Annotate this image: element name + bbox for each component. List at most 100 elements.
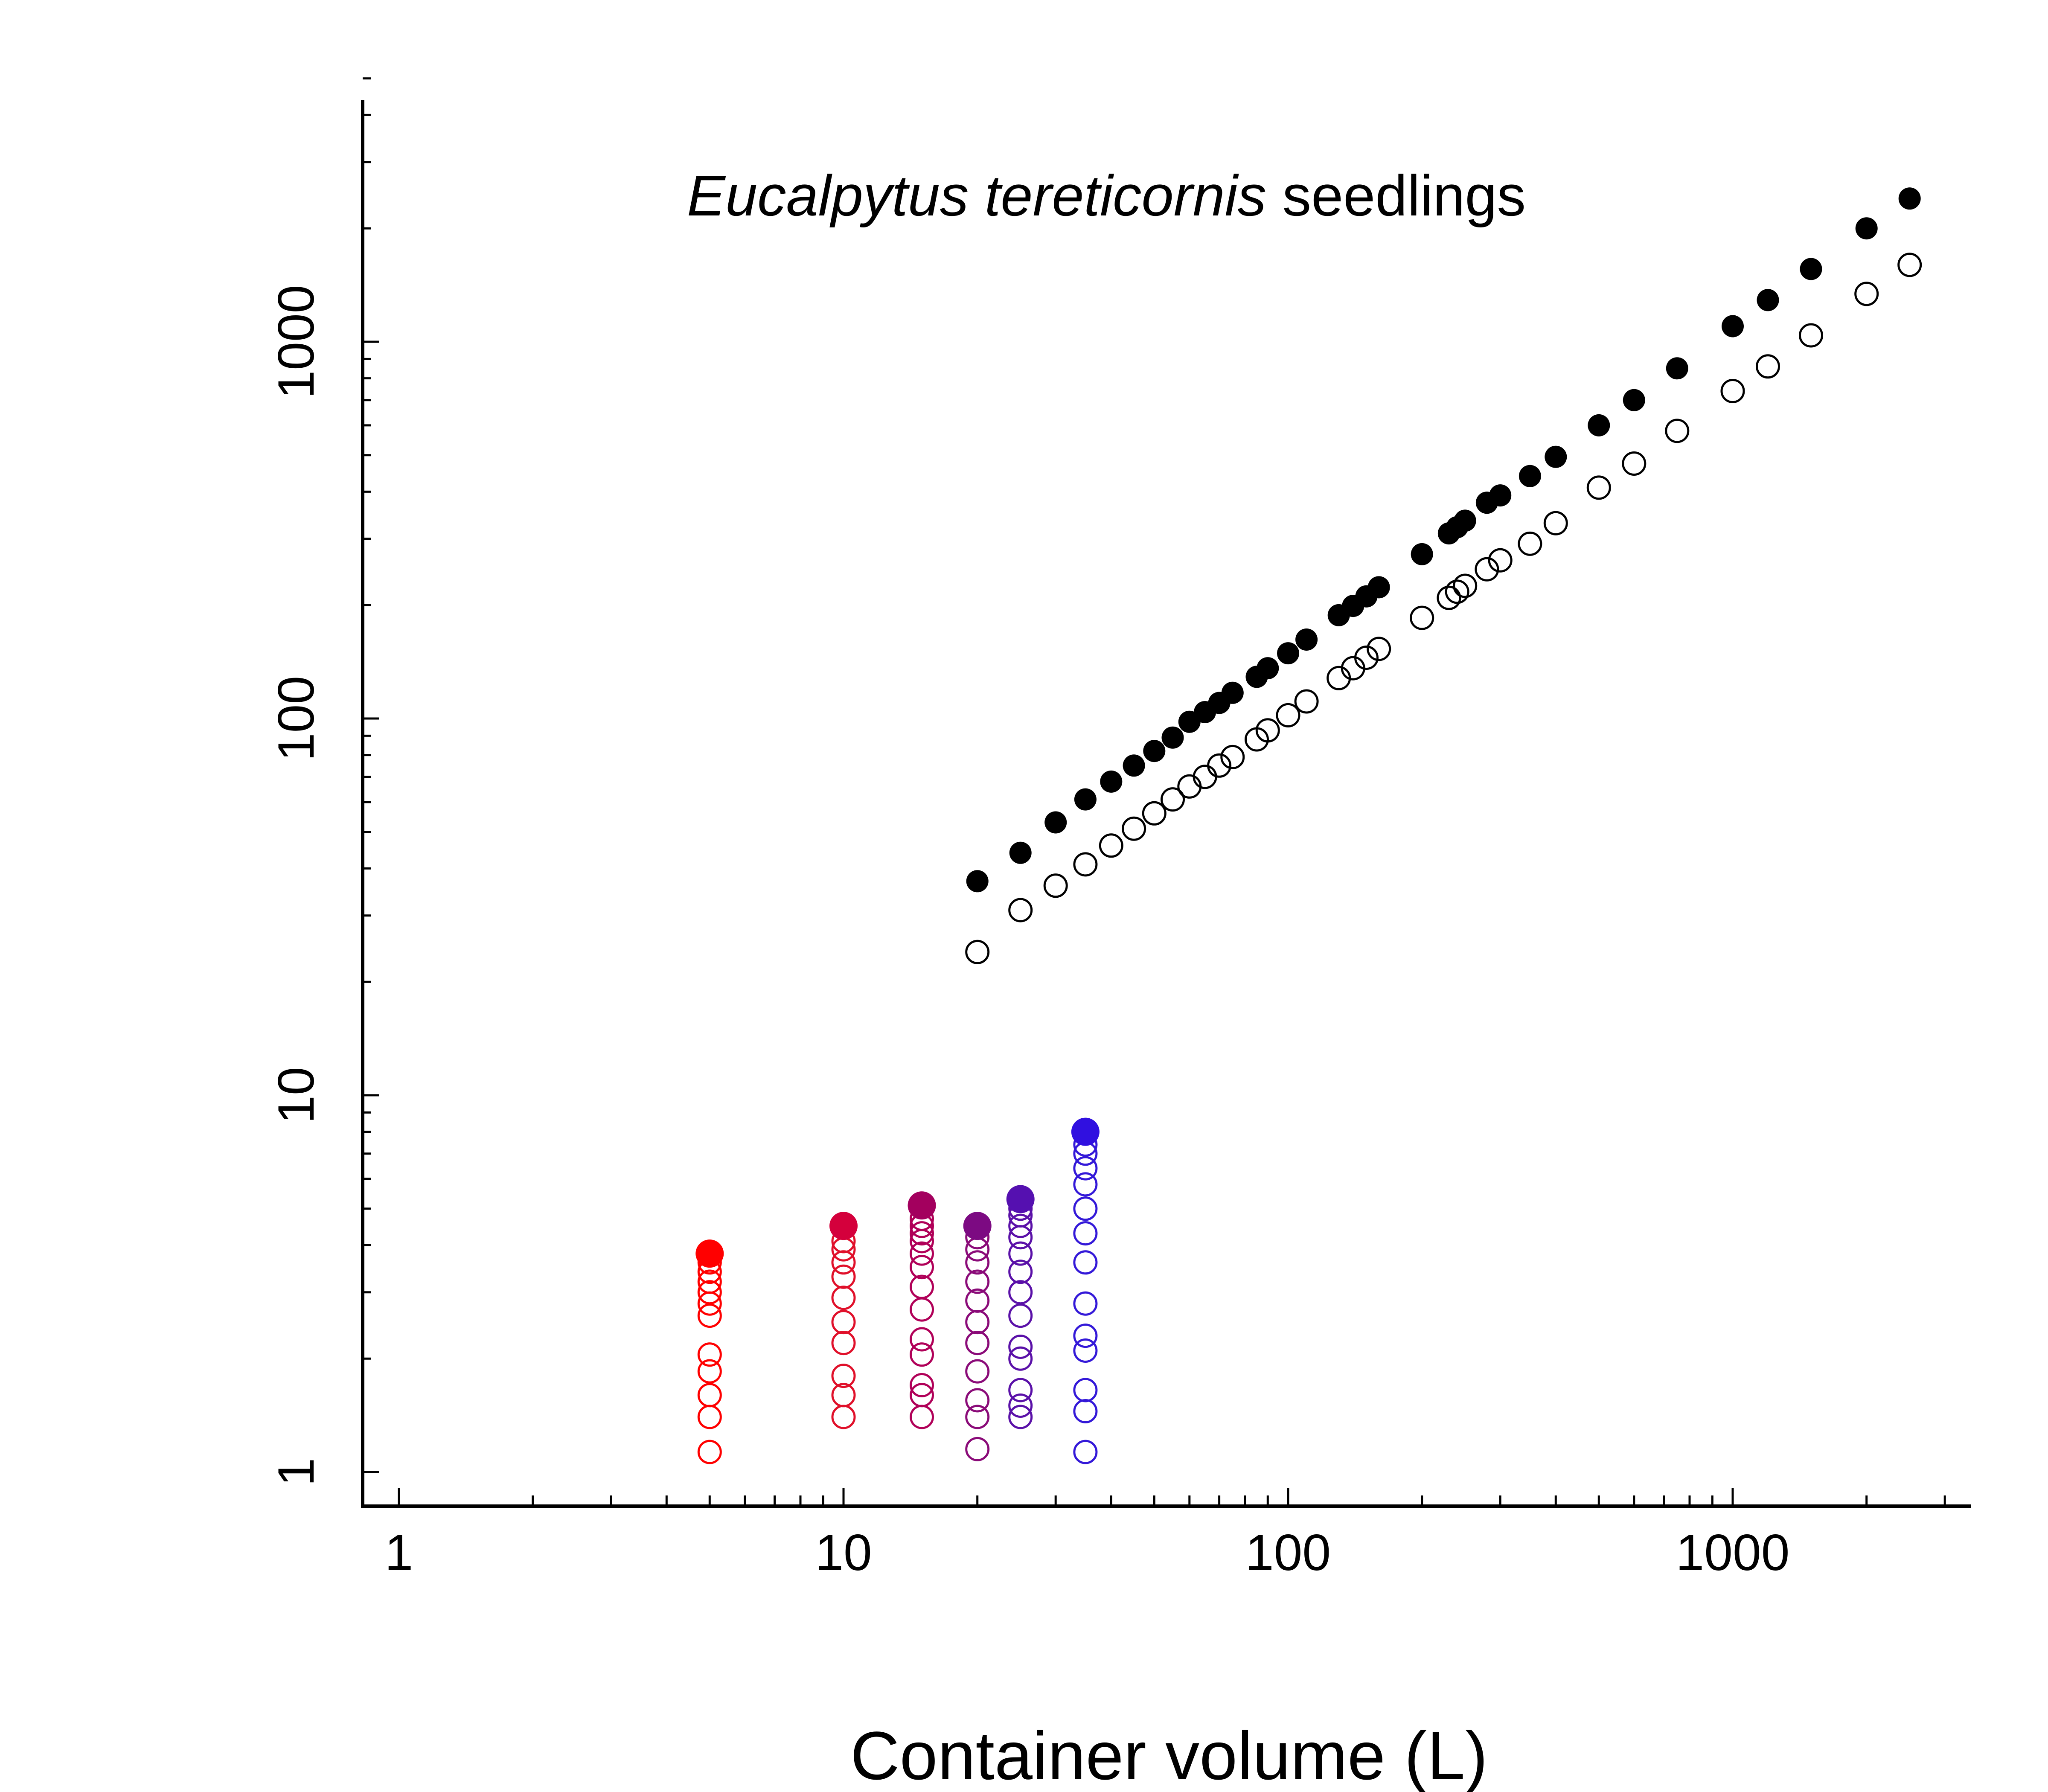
filled-point xyxy=(695,1239,724,1268)
filled-point xyxy=(1454,509,1476,532)
open-point xyxy=(1177,774,1202,799)
open-point xyxy=(1008,1241,1033,1266)
open-point xyxy=(965,940,990,964)
open-point xyxy=(1008,1378,1033,1402)
open-point xyxy=(1008,1213,1033,1238)
open-point xyxy=(1543,511,1568,535)
chart-title-rest: seedlings xyxy=(1266,163,1526,228)
y-tick-label: 10 xyxy=(268,1067,325,1123)
filled-point xyxy=(1489,484,1512,507)
open-point xyxy=(965,1310,990,1335)
filled-point xyxy=(1295,628,1318,651)
open-point xyxy=(1073,1440,1098,1464)
open-point xyxy=(965,1250,990,1275)
open-point xyxy=(1193,765,1217,789)
chart-title-italic: Eucalpytus tereticornis xyxy=(687,163,1266,228)
filled-point xyxy=(1588,414,1610,436)
open-point xyxy=(1367,637,1391,661)
open-point xyxy=(831,1250,856,1275)
open-point xyxy=(1453,573,1478,598)
open-point xyxy=(1008,1405,1033,1429)
open-point xyxy=(1410,605,1434,630)
filled-point xyxy=(1855,217,1878,240)
filled-point xyxy=(1898,187,1921,210)
open-point xyxy=(1008,1335,1033,1359)
filled-point xyxy=(1221,681,1244,704)
open-point xyxy=(1008,1260,1033,1284)
open-point xyxy=(697,1280,722,1305)
open-point xyxy=(910,1405,934,1429)
open-point xyxy=(697,1303,722,1328)
y-tick-label: 1 xyxy=(268,1458,325,1487)
open-point xyxy=(1720,379,1745,403)
filled-point xyxy=(966,870,989,893)
open-point xyxy=(697,1342,722,1367)
filled-point xyxy=(1757,289,1779,311)
open-point xyxy=(910,1241,934,1266)
open-point xyxy=(1073,1196,1098,1221)
y-tick-label: 1000 xyxy=(268,285,325,399)
filled-point xyxy=(1666,357,1688,380)
open-point xyxy=(910,1327,934,1352)
open-point xyxy=(1854,282,1879,306)
x-tick-label: 100 xyxy=(1245,1524,1331,1581)
open-point xyxy=(1008,1346,1033,1371)
open-point xyxy=(1665,419,1690,443)
open-point xyxy=(831,1310,856,1335)
filled-point xyxy=(1123,754,1145,777)
open-point xyxy=(1008,898,1033,922)
x-tick-label: 10 xyxy=(815,1524,872,1581)
open-point xyxy=(1073,1221,1098,1246)
filled-point xyxy=(1623,389,1645,411)
open-point xyxy=(831,1405,856,1429)
open-point xyxy=(1073,1172,1098,1197)
open-point xyxy=(831,1331,856,1356)
open-point xyxy=(1255,718,1280,743)
open-point xyxy=(965,1359,990,1384)
open-point xyxy=(1073,1156,1098,1181)
tick-labels: 1 10 100 1000 1 10 100 1000 xyxy=(268,285,1789,1581)
filled-point xyxy=(1257,657,1279,680)
open-point xyxy=(965,1405,990,1429)
open-point xyxy=(831,1286,856,1310)
open-point xyxy=(1897,253,1922,277)
open-point xyxy=(1073,1378,1098,1402)
filled-point xyxy=(1074,788,1097,811)
filled-point xyxy=(908,1191,936,1220)
open-point xyxy=(1073,852,1098,877)
open-point xyxy=(1622,451,1647,476)
open-point xyxy=(910,1274,934,1299)
filled-point xyxy=(829,1212,858,1240)
open-point xyxy=(1586,475,1611,500)
open-point xyxy=(965,1288,990,1313)
x-tick-label: 1 xyxy=(385,1524,413,1581)
open-point xyxy=(1354,646,1379,670)
open-point xyxy=(697,1405,722,1429)
open-point xyxy=(1756,354,1780,379)
open-point xyxy=(965,1388,990,1413)
filled-point xyxy=(1519,465,1541,487)
open-point xyxy=(1122,816,1146,841)
open-point xyxy=(831,1383,856,1408)
open-point xyxy=(1445,579,1469,604)
open-point xyxy=(1008,1393,1033,1418)
open-point xyxy=(1073,1338,1098,1363)
open-point xyxy=(697,1440,722,1464)
filled-point xyxy=(1044,811,1067,834)
open-point xyxy=(831,1364,856,1388)
open-point xyxy=(1099,833,1123,858)
open-point xyxy=(1073,1324,1098,1348)
open-point xyxy=(1294,689,1319,714)
filled-point xyxy=(1006,1185,1035,1213)
open-point xyxy=(1207,753,1232,778)
open-point xyxy=(965,1269,990,1294)
filled-point xyxy=(1071,1117,1100,1146)
filled-point xyxy=(1277,642,1299,665)
open-point xyxy=(1073,1291,1098,1316)
open-point xyxy=(1073,1250,1098,1275)
filled-point xyxy=(1722,315,1744,337)
filled-point xyxy=(1161,726,1184,749)
open-point xyxy=(1518,531,1542,556)
open-point xyxy=(910,1297,934,1322)
open-point xyxy=(1073,1399,1098,1423)
